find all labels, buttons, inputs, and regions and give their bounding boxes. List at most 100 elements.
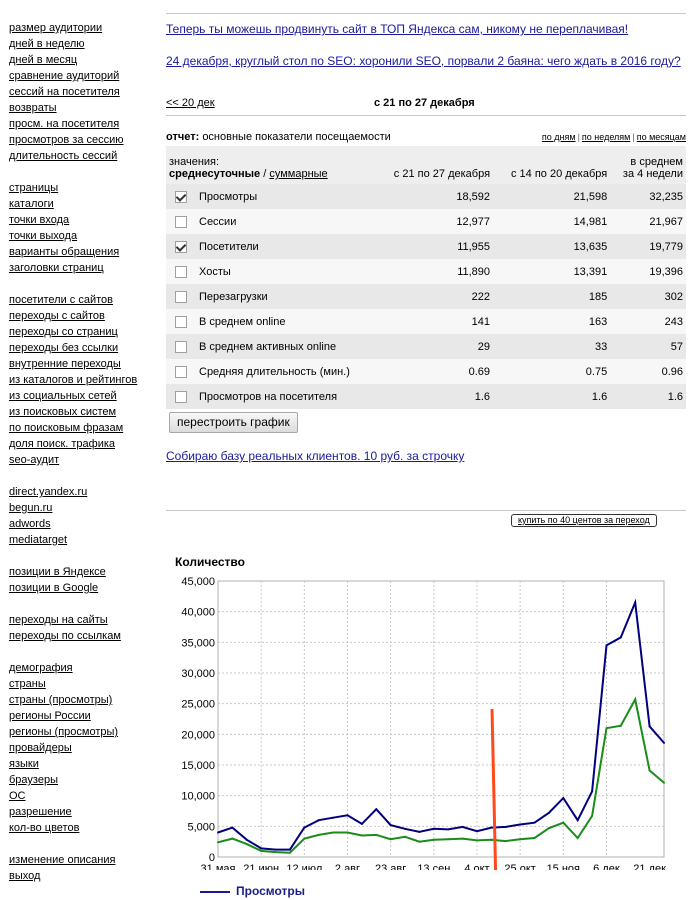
row-checkbox-cell: [166, 334, 196, 359]
sidebar-link[interactable]: кол-во цветов: [9, 822, 80, 834]
x-tick-label: 23 авг: [375, 863, 406, 870]
mode-daily-avg: среднесуточные: [169, 168, 261, 180]
sidebar-link[interactable]: страны (просмотры): [9, 694, 113, 706]
sidebar-link[interactable]: доля поиск. трафика: [9, 438, 116, 450]
sidebar-link[interactable]: точки входа: [9, 214, 70, 226]
sidebar-link[interactable]: переходы без ссылки: [9, 342, 119, 354]
sidebar-link[interactable]: длительность сессий: [9, 150, 118, 162]
sidebar-link[interactable]: разрешение: [9, 806, 72, 818]
table-row: Просмотров на посетителя 1.6 1.6 1.6: [166, 384, 686, 409]
sidebar-link[interactable]: изменение описания: [9, 854, 116, 866]
sidebar-link[interactable]: переходы на сайты: [9, 614, 108, 626]
sidebar-link[interactable]: seo-аудит: [9, 454, 60, 466]
data-point: [605, 727, 608, 730]
row-checkbox[interactable]: [175, 240, 187, 253]
row-checkbox[interactable]: [175, 315, 187, 328]
x-tick-label: 15 ноя: [547, 863, 580, 870]
promo-link-roundtable[interactable]: 24 декабря, круглый стол по SEO: хоронил…: [166, 54, 681, 68]
col-header-previous: с 14 по 20 декабря: [493, 146, 611, 184]
y-tick-label: 15,000: [181, 760, 215, 772]
metric-value-previous: 21,598: [493, 184, 611, 209]
sidebar-link[interactable]: регионы (просмотры): [9, 726, 119, 738]
data-point: [461, 837, 464, 840]
sidebar-link[interactable]: переходы с сайтов: [9, 310, 105, 322]
sidebar-link[interactable]: возвраты: [9, 102, 57, 114]
row-checkbox[interactable]: [175, 365, 187, 378]
sidebar-link[interactable]: по поисковым фразам: [9, 422, 124, 434]
sidebar-link[interactable]: внутренние переходы: [9, 358, 121, 370]
sidebar-link[interactable]: из поисковых систем: [9, 406, 117, 418]
promo-link-clients-base[interactable]: Собираю базу реальных клиентов. 10 руб. …: [166, 449, 465, 463]
data-point: [475, 839, 478, 842]
sidebar-link[interactable]: языки: [9, 758, 39, 770]
sidebar-group: позиции в Яндексе позиции в Google: [9, 564, 159, 596]
sidebar-link[interactable]: позиции в Google: [9, 582, 99, 594]
sidebar-link[interactable]: посетители с сайтов: [9, 294, 113, 306]
y-tick-label: 5,000: [187, 821, 215, 833]
sidebar-link[interactable]: adwords: [9, 518, 51, 530]
mode-by-days[interactable]: по дням: [541, 132, 576, 142]
sidebar-link[interactable]: каталоги: [9, 198, 54, 210]
sidebar-link[interactable]: ОС: [9, 790, 26, 802]
mode-by-months[interactable]: по месяцам: [636, 132, 686, 142]
data-point: [663, 741, 665, 744]
sidebar-link[interactable]: страницы: [9, 182, 59, 194]
data-point: [404, 827, 407, 830]
sidebar-link[interactable]: просмотров за сессию: [9, 134, 124, 146]
table-row: Хосты 11,890 13,391 19,396: [166, 259, 686, 284]
row-checkbox[interactable]: [175, 390, 187, 403]
mode-by-weeks[interactable]: по неделям: [581, 132, 631, 142]
sidebar-link[interactable]: точки выхода: [9, 230, 78, 242]
row-checkbox[interactable]: [175, 265, 187, 278]
promo-link-seo-top[interactable]: Теперь ты можешь продвинуть сайт в ТОП Я…: [166, 22, 629, 36]
row-checkbox-cell: [166, 359, 196, 384]
x-tick-label: 4 окт: [464, 863, 489, 870]
sidebar-link[interactable]: варианты обращения: [9, 246, 120, 258]
sidebar-link[interactable]: из социальных сетей: [9, 390, 117, 402]
sidebar-link[interactable]: дней в неделю: [9, 38, 85, 50]
row-checkbox[interactable]: [175, 215, 187, 228]
x-tick-label: 2 авг: [335, 863, 360, 870]
y-tick-label: 40,000: [181, 607, 215, 619]
data-point: [360, 822, 363, 825]
metric-value-current: 1.6: [375, 384, 494, 409]
metric-value-current: 0.69: [375, 359, 494, 384]
sidebar-link[interactable]: страны: [9, 678, 46, 690]
metric-name: Просмотры: [196, 184, 376, 209]
sidebar-link[interactable]: регионы России: [9, 710, 91, 722]
sidebar-link[interactable]: сессий на посетителя: [9, 86, 120, 98]
sidebar-link[interactable]: mediatarget: [9, 534, 68, 546]
sidebar-link[interactable]: просм. на посетителя: [9, 118, 120, 130]
sidebar-link[interactable]: сравнение аудиторий: [9, 70, 120, 82]
buy-traffic-button[interactable]: купить по 40 центов за переход: [511, 514, 657, 527]
data-point: [519, 823, 522, 826]
sidebar-link[interactable]: переходы по ссылкам: [9, 630, 121, 642]
row-checkbox[interactable]: [175, 340, 187, 353]
mode-totals-link[interactable]: суммарные: [269, 168, 328, 180]
sidebar-link[interactable]: браузеры: [9, 774, 58, 786]
sidebar-link[interactable]: размер аудитории: [9, 22, 103, 34]
rebuild-chart-button[interactable]: перестроить график: [169, 412, 298, 433]
sidebar-link[interactable]: direct.yandex.ru: [9, 486, 88, 498]
metric-value-current: 11,890: [375, 259, 494, 284]
x-tick-label: 21 дек: [633, 863, 666, 870]
sidebar-link[interactable]: демография: [9, 662, 73, 674]
data-point: [389, 838, 392, 841]
sidebar-link[interactable]: выход: [9, 870, 41, 882]
row-checkbox[interactable]: [175, 290, 187, 303]
sidebar-link[interactable]: из каталогов и рейтингов: [9, 374, 138, 386]
metric-value-previous: 1.6: [493, 384, 611, 409]
sidebar-link[interactable]: дней в месяц: [9, 54, 78, 66]
table-row: Средняя длительность (мин.) 0.69 0.75 0.96: [166, 359, 686, 384]
data-point: [231, 826, 234, 829]
sidebar-link[interactable]: позиции в Яндексе: [9, 566, 106, 578]
sidebar-link[interactable]: begun.ru: [9, 502, 53, 514]
prev-period-link[interactable]: << 20 дек: [166, 97, 215, 109]
sidebar-link[interactable]: переходы со страниц: [9, 326, 118, 338]
data-point: [245, 838, 248, 841]
row-checkbox[interactable]: [175, 190, 187, 203]
data-point: [360, 834, 363, 837]
sidebar-link[interactable]: заголовки страниц: [9, 262, 104, 274]
sidebar-link[interactable]: провайдеры: [9, 742, 72, 754]
report-header: отчет: основные показатели посещаемости …: [166, 131, 686, 145]
